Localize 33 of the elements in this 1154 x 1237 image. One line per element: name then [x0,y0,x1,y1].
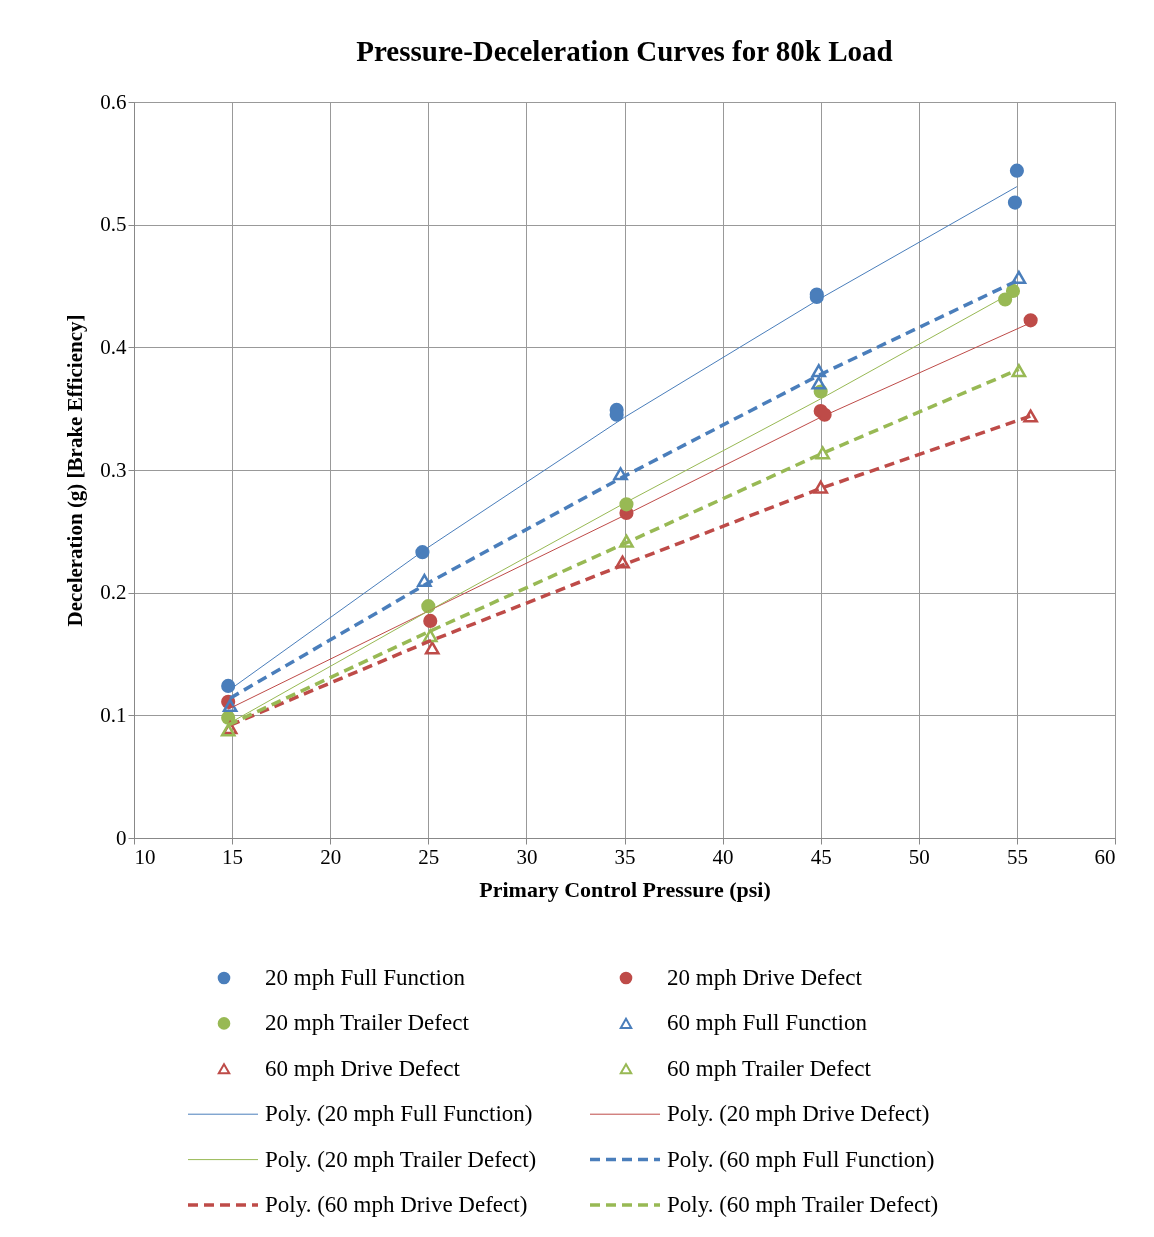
x-tick-label: 35 [614,844,636,869]
x-tick-label: 55 [1006,844,1028,869]
legend-label: Poly. (60 mph Drive Defect) [265,1192,528,1217]
legend-label: 60 mph Full Function [667,1010,868,1036]
legend-label: 20 mph Drive Defect [667,965,863,990]
y-tick-label: 0.5 [100,212,127,237]
x-axis-title: Primary Control Pressure (psi) [479,876,771,902]
x-tick-label: 40 [712,844,734,869]
legend-label: 20 mph Trailer Defect [265,1010,470,1036]
chart-title: Pressure-Deceleration Curves for 80k Load [356,35,893,67]
x-tick-label: 25 [418,844,440,869]
y-tick-label: 0 [116,825,127,850]
y-axis-title: Deceleration (g) [Brake Efficiency] [63,314,88,627]
y-tick-label: 0.4 [100,334,127,359]
legend-label: Poly. (60 mph Full Function) [667,1146,935,1172]
y-tick-label: 0.3 [100,457,127,482]
x-tick-label: 10 [134,844,156,869]
x-tick-label: 45 [810,844,832,869]
legend-label: Poly. (20 mph Full Function) [265,1101,533,1127]
x-tick-label: 15 [222,844,244,869]
x-tick-label: 30 [516,844,538,869]
x-tick-label: 60 [1094,844,1116,869]
legend-label: Poly. (20 mph Trailer Defect) [265,1146,537,1172]
y-tick-label: 0.1 [100,702,127,727]
y-tick-label: 0.2 [100,580,127,605]
legend-label: Poly. (60 mph Trailer Defect) [667,1192,939,1217]
legend-label: 20 mph Full Function [265,965,466,990]
legend-label: 60 mph Drive Defect [265,1055,461,1081]
legend-label: 60 mph Trailer Defect [667,1055,872,1081]
x-tick-label: 50 [908,844,930,869]
x-tick-label: 20 [320,844,342,869]
y-tick-label: 0.6 [100,89,127,114]
legend-label: Poly. (20 mph Drive Defect) [667,1101,930,1127]
